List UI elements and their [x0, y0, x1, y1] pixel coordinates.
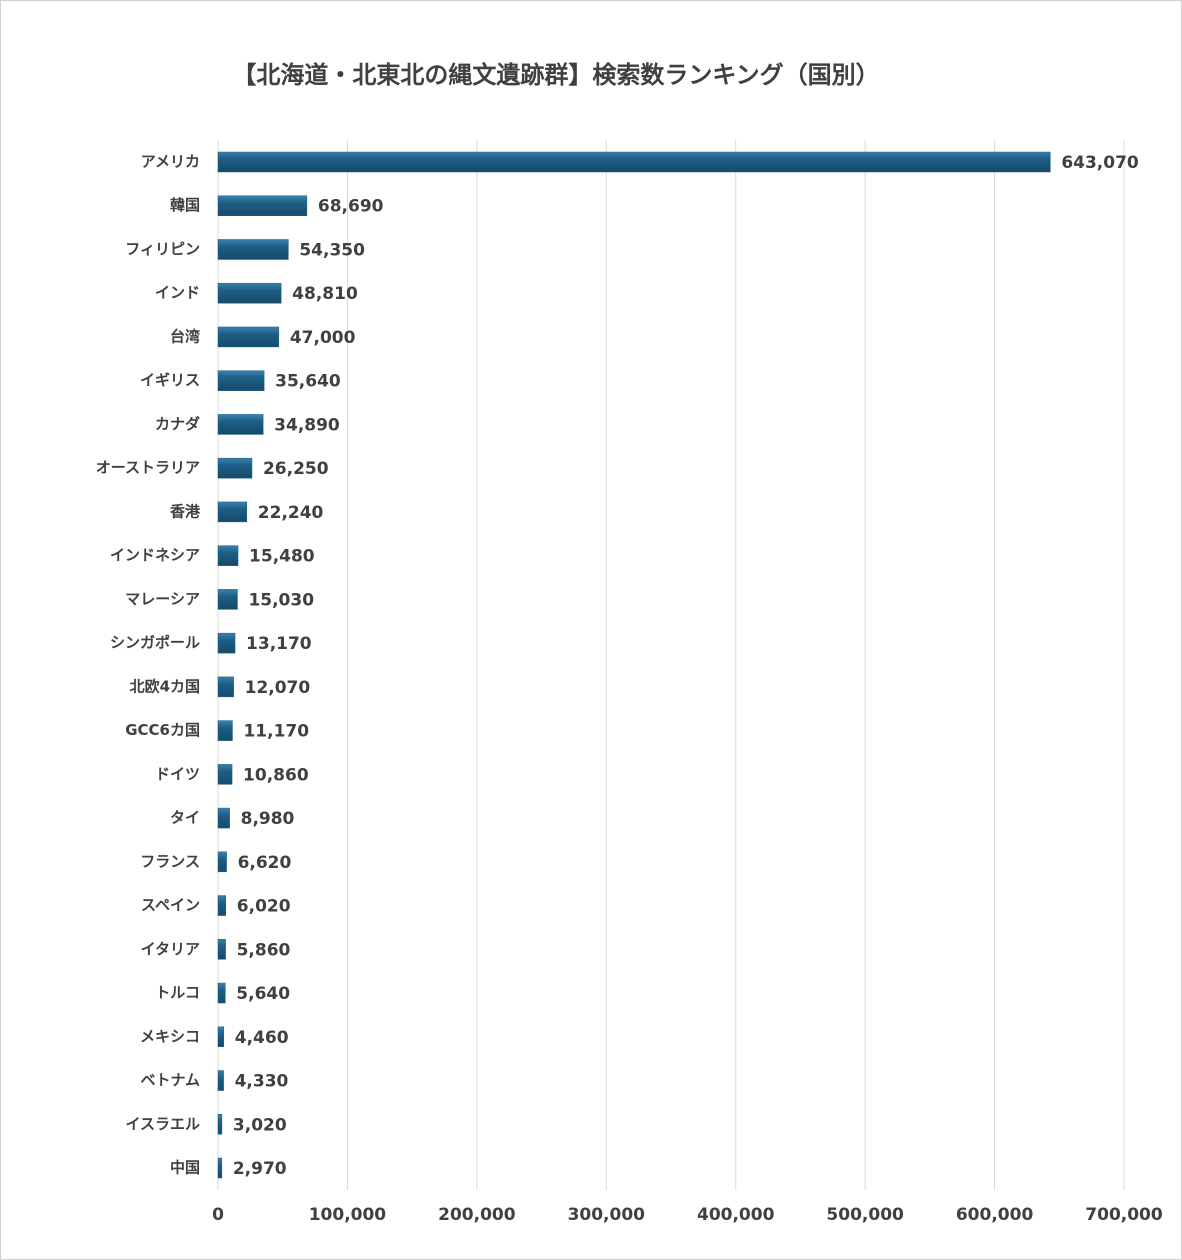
y-tick-label: フランス: [140, 852, 200, 870]
value-label: 6,620: [238, 853, 292, 873]
value-label: 13,170: [246, 634, 312, 654]
bar: [217, 326, 280, 348]
x-tick-label: 500,000: [826, 1205, 904, 1225]
value-label: 4,460: [235, 1028, 289, 1048]
y-tick-label: メキシコ: [140, 1027, 200, 1045]
bar: [217, 895, 227, 916]
x-tick-label: 0: [212, 1205, 224, 1225]
x-tick-label: 600,000: [956, 1205, 1034, 1225]
bar: [217, 457, 253, 479]
bar: [217, 1026, 225, 1048]
bar: [217, 414, 264, 435]
value-label: 47,000: [290, 328, 356, 348]
value-label: 11,170: [243, 722, 309, 742]
bar: [217, 982, 226, 1004]
y-tick-label: 韓国: [170, 196, 200, 214]
y-tick-label: シンガポール: [110, 634, 200, 652]
bar: [217, 151, 1051, 173]
y-tick-label: スペイン: [141, 896, 200, 914]
bar: [217, 720, 233, 741]
value-label: 643,070: [1061, 153, 1139, 173]
bar: [217, 1114, 223, 1135]
y-tick-label: 中国: [170, 1159, 200, 1177]
y-tick-label: カナダ: [155, 415, 200, 433]
y-tick-label: フィリピン: [125, 240, 200, 258]
y-tick-label: 香港: [170, 502, 201, 520]
value-label: 26,250: [263, 459, 329, 479]
bar: [217, 195, 308, 216]
y-tick-label: GCC6カ国: [125, 721, 200, 739]
bar: [217, 545, 239, 566]
bar: [217, 589, 238, 610]
bar: [217, 807, 230, 829]
value-label: 8,980: [241, 809, 295, 829]
bar: [217, 282, 282, 304]
value-label: 5,640: [236, 984, 290, 1004]
x-tick-label: 300,000: [568, 1205, 646, 1225]
value-label: 15,030: [248, 590, 314, 610]
value-label: 2,970: [233, 1159, 287, 1179]
y-tick-label: インド: [155, 284, 200, 302]
y-tick-label: 北欧4カ国: [130, 677, 200, 695]
y-tick-label: ベトナム: [140, 1071, 200, 1089]
x-tick-label: 400,000: [697, 1205, 775, 1225]
bar: [217, 632, 236, 654]
value-label: 5,860: [237, 940, 291, 960]
value-label: 34,890: [274, 415, 340, 435]
x-tick-label: 100,000: [309, 1205, 387, 1225]
chart-title: 【北海道・北東北の縄文遺跡群】検索数ランキング（国別）: [232, 61, 879, 89]
x-tick-label: 200,000: [438, 1205, 516, 1225]
bar: [217, 851, 227, 873]
value-label: 22,240: [258, 503, 324, 523]
value-label: 35,640: [275, 372, 341, 392]
y-tick-label: イギリス: [140, 371, 200, 389]
bar: [217, 1070, 224, 1091]
value-label: 48,810: [292, 284, 358, 304]
value-label: 3,020: [233, 1115, 287, 1135]
value-label: 10,860: [243, 765, 309, 785]
y-tick-label: マレーシア: [125, 590, 200, 608]
y-tick-label: ドイツ: [155, 765, 200, 783]
bar: [217, 676, 234, 698]
y-tick-label: アメリカ: [141, 153, 200, 171]
y-tick-label: イタリア: [141, 940, 200, 958]
y-tick-label: イスラエル: [125, 1115, 200, 1133]
value-label: 12,070: [245, 678, 311, 698]
x-tick-label: 700,000: [1085, 1205, 1163, 1225]
value-label: 4,330: [235, 1072, 289, 1092]
y-tick-label: タイ: [170, 809, 200, 827]
value-label: 15,480: [249, 547, 315, 567]
bar: [217, 501, 248, 523]
value-label: 54,350: [299, 240, 365, 260]
y-tick-label: インドネシア: [110, 546, 200, 564]
value-label: 6,020: [237, 897, 291, 917]
bar: [217, 1157, 223, 1179]
y-tick-label: 台湾: [170, 327, 200, 345]
y-tick-label: トルコ: [155, 984, 200, 1002]
y-tick-label: オーストラリア: [96, 459, 200, 477]
value-label: 68,690: [318, 197, 384, 217]
bar: [217, 239, 289, 260]
bar: [217, 370, 265, 391]
bar: [217, 764, 233, 785]
bar: [217, 939, 226, 960]
